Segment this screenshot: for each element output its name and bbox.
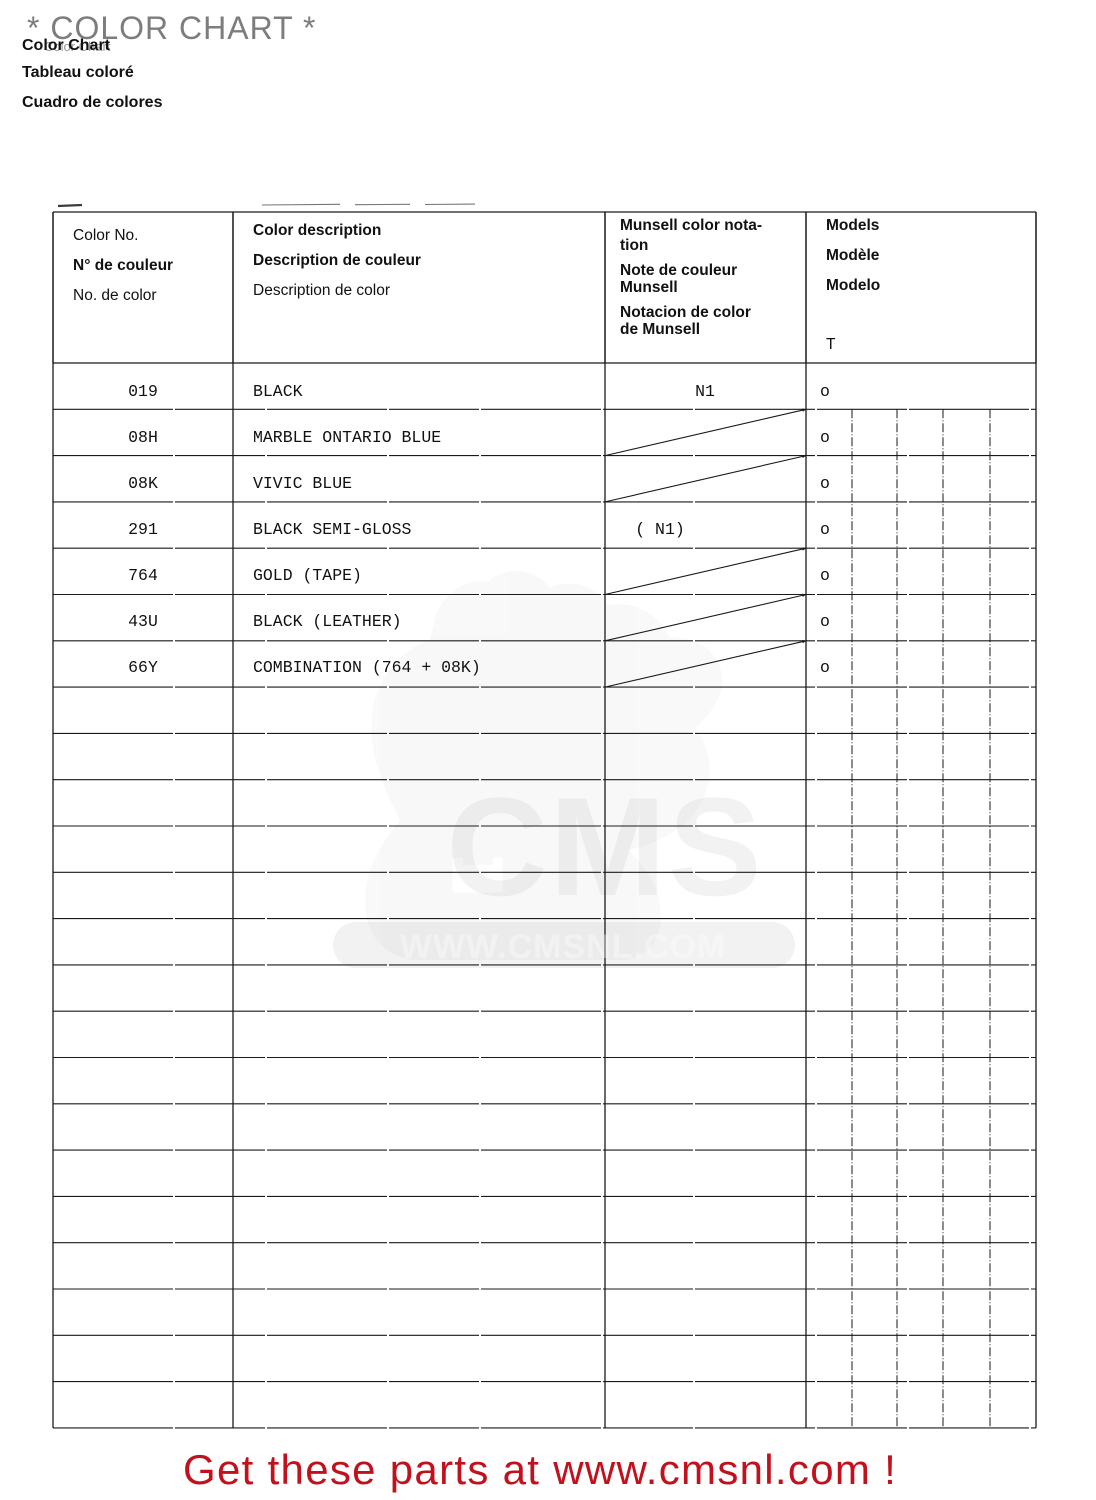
svg-text:No. de color: No. de color: [73, 287, 157, 304]
svg-text:Notacion de color: Notacion de color: [620, 304, 751, 321]
svg-text:( N1): ( N1): [635, 520, 685, 539]
svg-text:N° de couleur: N° de couleur: [73, 257, 173, 274]
svg-text:BLACK: BLACK: [253, 382, 303, 401]
svg-text:Get these parts at www.cmsnl.c: Get these parts at www.cmsnl.com !: [183, 1446, 897, 1493]
svg-text:Color description: Color description: [253, 222, 381, 239]
svg-text:08K: 08K: [128, 474, 158, 493]
svg-text:08H: 08H: [128, 428, 158, 447]
svg-text:WWW.CMSNL.COM: WWW.CMSNL.COM: [400, 928, 727, 966]
svg-text:o: o: [820, 520, 830, 539]
svg-text:GOLD (TAPE): GOLD (TAPE): [253, 566, 362, 585]
svg-text:Note de couleur: Note de couleur: [620, 262, 737, 279]
svg-text:o: o: [820, 474, 830, 493]
svg-text:291: 291: [128, 520, 158, 539]
svg-text:Munsell color nota-: Munsell color nota-: [620, 217, 762, 234]
svg-text:66Y: 66Y: [128, 658, 158, 677]
svg-text:de Munsell: de Munsell: [620, 321, 700, 338]
svg-text:N1: N1: [695, 382, 715, 401]
svg-text:o: o: [820, 612, 830, 631]
svg-text:43U: 43U: [128, 612, 158, 631]
svg-text:T: T: [826, 336, 836, 353]
svg-text:Description de couleur: Description de couleur: [253, 252, 421, 269]
svg-text:BLACK (LEATHER): BLACK (LEATHER): [253, 612, 402, 631]
svg-text:019: 019: [128, 382, 158, 401]
svg-text:Modelo: Modelo: [826, 277, 880, 294]
svg-text:o: o: [820, 566, 830, 585]
svg-text:VIVIC BLUE: VIVIC BLUE: [253, 474, 352, 493]
svg-text:MARBLE ONTARIO BLUE: MARBLE ONTARIO BLUE: [253, 428, 441, 447]
svg-text:Description de color: Description de color: [253, 282, 390, 299]
svg-text:o: o: [820, 382, 830, 401]
svg-text:Color No.: Color No.: [73, 227, 138, 244]
svg-text:Models: Models: [826, 217, 879, 234]
svg-text:tion: tion: [620, 237, 648, 254]
svg-text:CMS: CMS: [446, 768, 763, 925]
svg-text:o: o: [820, 658, 830, 677]
svg-text:Munsell: Munsell: [620, 279, 678, 296]
svg-text:Modèle: Modèle: [826, 247, 880, 264]
svg-text:o: o: [820, 428, 830, 447]
svg-text:BLACK SEMI-GLOSS: BLACK SEMI-GLOSS: [253, 520, 412, 539]
svg-text:764: 764: [128, 566, 158, 585]
